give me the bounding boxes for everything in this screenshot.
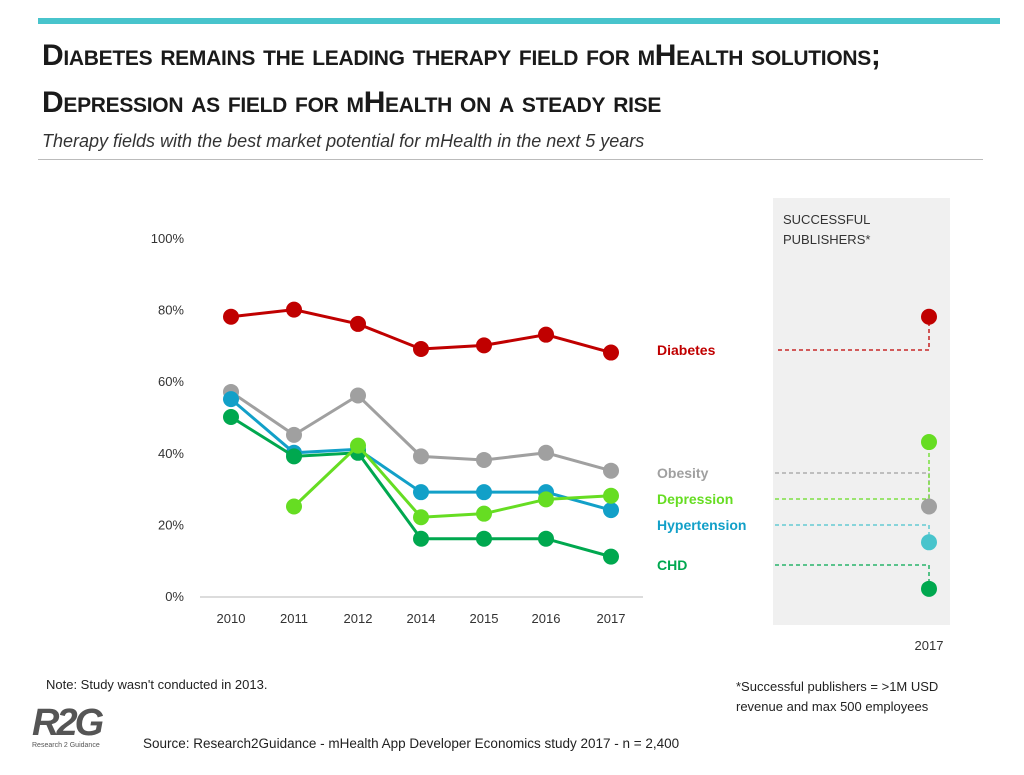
study-note: Note: Study wasn't conducted in 2013. [46, 677, 268, 692]
y-tick-label: 20% [158, 517, 184, 532]
logo-text: Research 2 Guidance [32, 742, 100, 749]
page-subtitle: Therapy fields with the best market pote… [42, 131, 645, 151]
footnote-line-2: revenue and max 500 employees [736, 699, 929, 714]
data-point-diabetes [476, 337, 492, 354]
series-line-depression [292, 443, 612, 519]
panel-title-line-2: PUBLISHERS* [783, 232, 870, 247]
data-point-depression [350, 437, 366, 454]
page-title: Diabetes remains the leading therapy fie… [42, 39, 881, 119]
data-point-chd [603, 548, 619, 565]
series-label-obesity: Obesity [657, 465, 709, 481]
data-point-depression [538, 491, 554, 508]
data-point-hypertension [603, 502, 619, 519]
data-point-diabetes [350, 315, 366, 332]
data-point-chd [413, 530, 429, 547]
x-tick-label: 2014 [407, 611, 436, 626]
logo-mark: R2G [32, 702, 104, 744]
data-point-depression [286, 498, 302, 515]
panel-background [773, 198, 950, 625]
footnote: *Successful publishers = >1M USD revenue… [736, 677, 938, 717]
data-point-hypertension [476, 484, 492, 501]
data-point-obesity [350, 387, 366, 404]
series-label-chd: CHD [657, 557, 687, 573]
y-tick-label: 80% [158, 303, 184, 318]
data-point-obesity [413, 448, 429, 465]
data-point-diabetes [223, 308, 239, 325]
x-tick-label: 2017 [597, 611, 626, 626]
panel-point-hypertension [921, 534, 937, 551]
connector-diabetes [778, 316, 930, 351]
panel-point-obesity [921, 498, 937, 515]
data-point-depression [413, 509, 429, 526]
data-point-hypertension [223, 391, 239, 408]
data-point-chd [538, 530, 554, 547]
data-point-diabetes [286, 301, 302, 318]
series-label-hypertension: Hypertension [657, 517, 746, 533]
y-tick-label: 0% [165, 589, 184, 604]
divider [38, 159, 983, 160]
x-tick-label: 2010 [217, 611, 246, 626]
data-point-obesity [476, 451, 492, 468]
x-tick-label: 2011 [280, 611, 308, 626]
panel-point-chd [921, 580, 937, 597]
data-point-obesity [603, 462, 619, 479]
footnote-line-1: *Successful publishers = >1M USD [736, 679, 939, 694]
x-tick-label: 2012 [344, 611, 373, 626]
data-point-obesity [538, 444, 554, 461]
data-point-obesity [286, 426, 302, 443]
data-point-diabetes [538, 326, 554, 343]
connector-hypertension [775, 524, 930, 543]
x-tick-label: 2015 [470, 611, 499, 626]
panel-point-diabetes [921, 308, 937, 325]
panel-point-depression [921, 434, 937, 451]
source-text: Source: Research2Guidance - mHealth App … [143, 736, 680, 751]
y-tick-label: 60% [158, 374, 184, 389]
y-tick-label: 100% [151, 231, 185, 246]
series-label-depression: Depression [657, 491, 733, 507]
top-accent-bar [38, 18, 1000, 24]
data-point-depression [603, 487, 619, 504]
r2g-logo: R2G Research 2 Guidance [32, 704, 122, 749]
series-label-diabetes: Diabetes [657, 342, 716, 358]
data-point-chd [223, 409, 239, 425]
data-point-depression [476, 505, 492, 522]
y-tick-label: 40% [158, 446, 184, 461]
data-point-diabetes [603, 344, 619, 361]
data-point-diabetes [413, 340, 429, 357]
panel-title-line-1: SUCCESSFUL [783, 212, 870, 227]
data-point-hypertension [413, 484, 429, 501]
data-point-chd [476, 530, 492, 547]
data-point-chd [286, 448, 302, 465]
x-tick-label: 2016 [532, 611, 561, 626]
panel-x-label: 2017 [915, 638, 944, 653]
